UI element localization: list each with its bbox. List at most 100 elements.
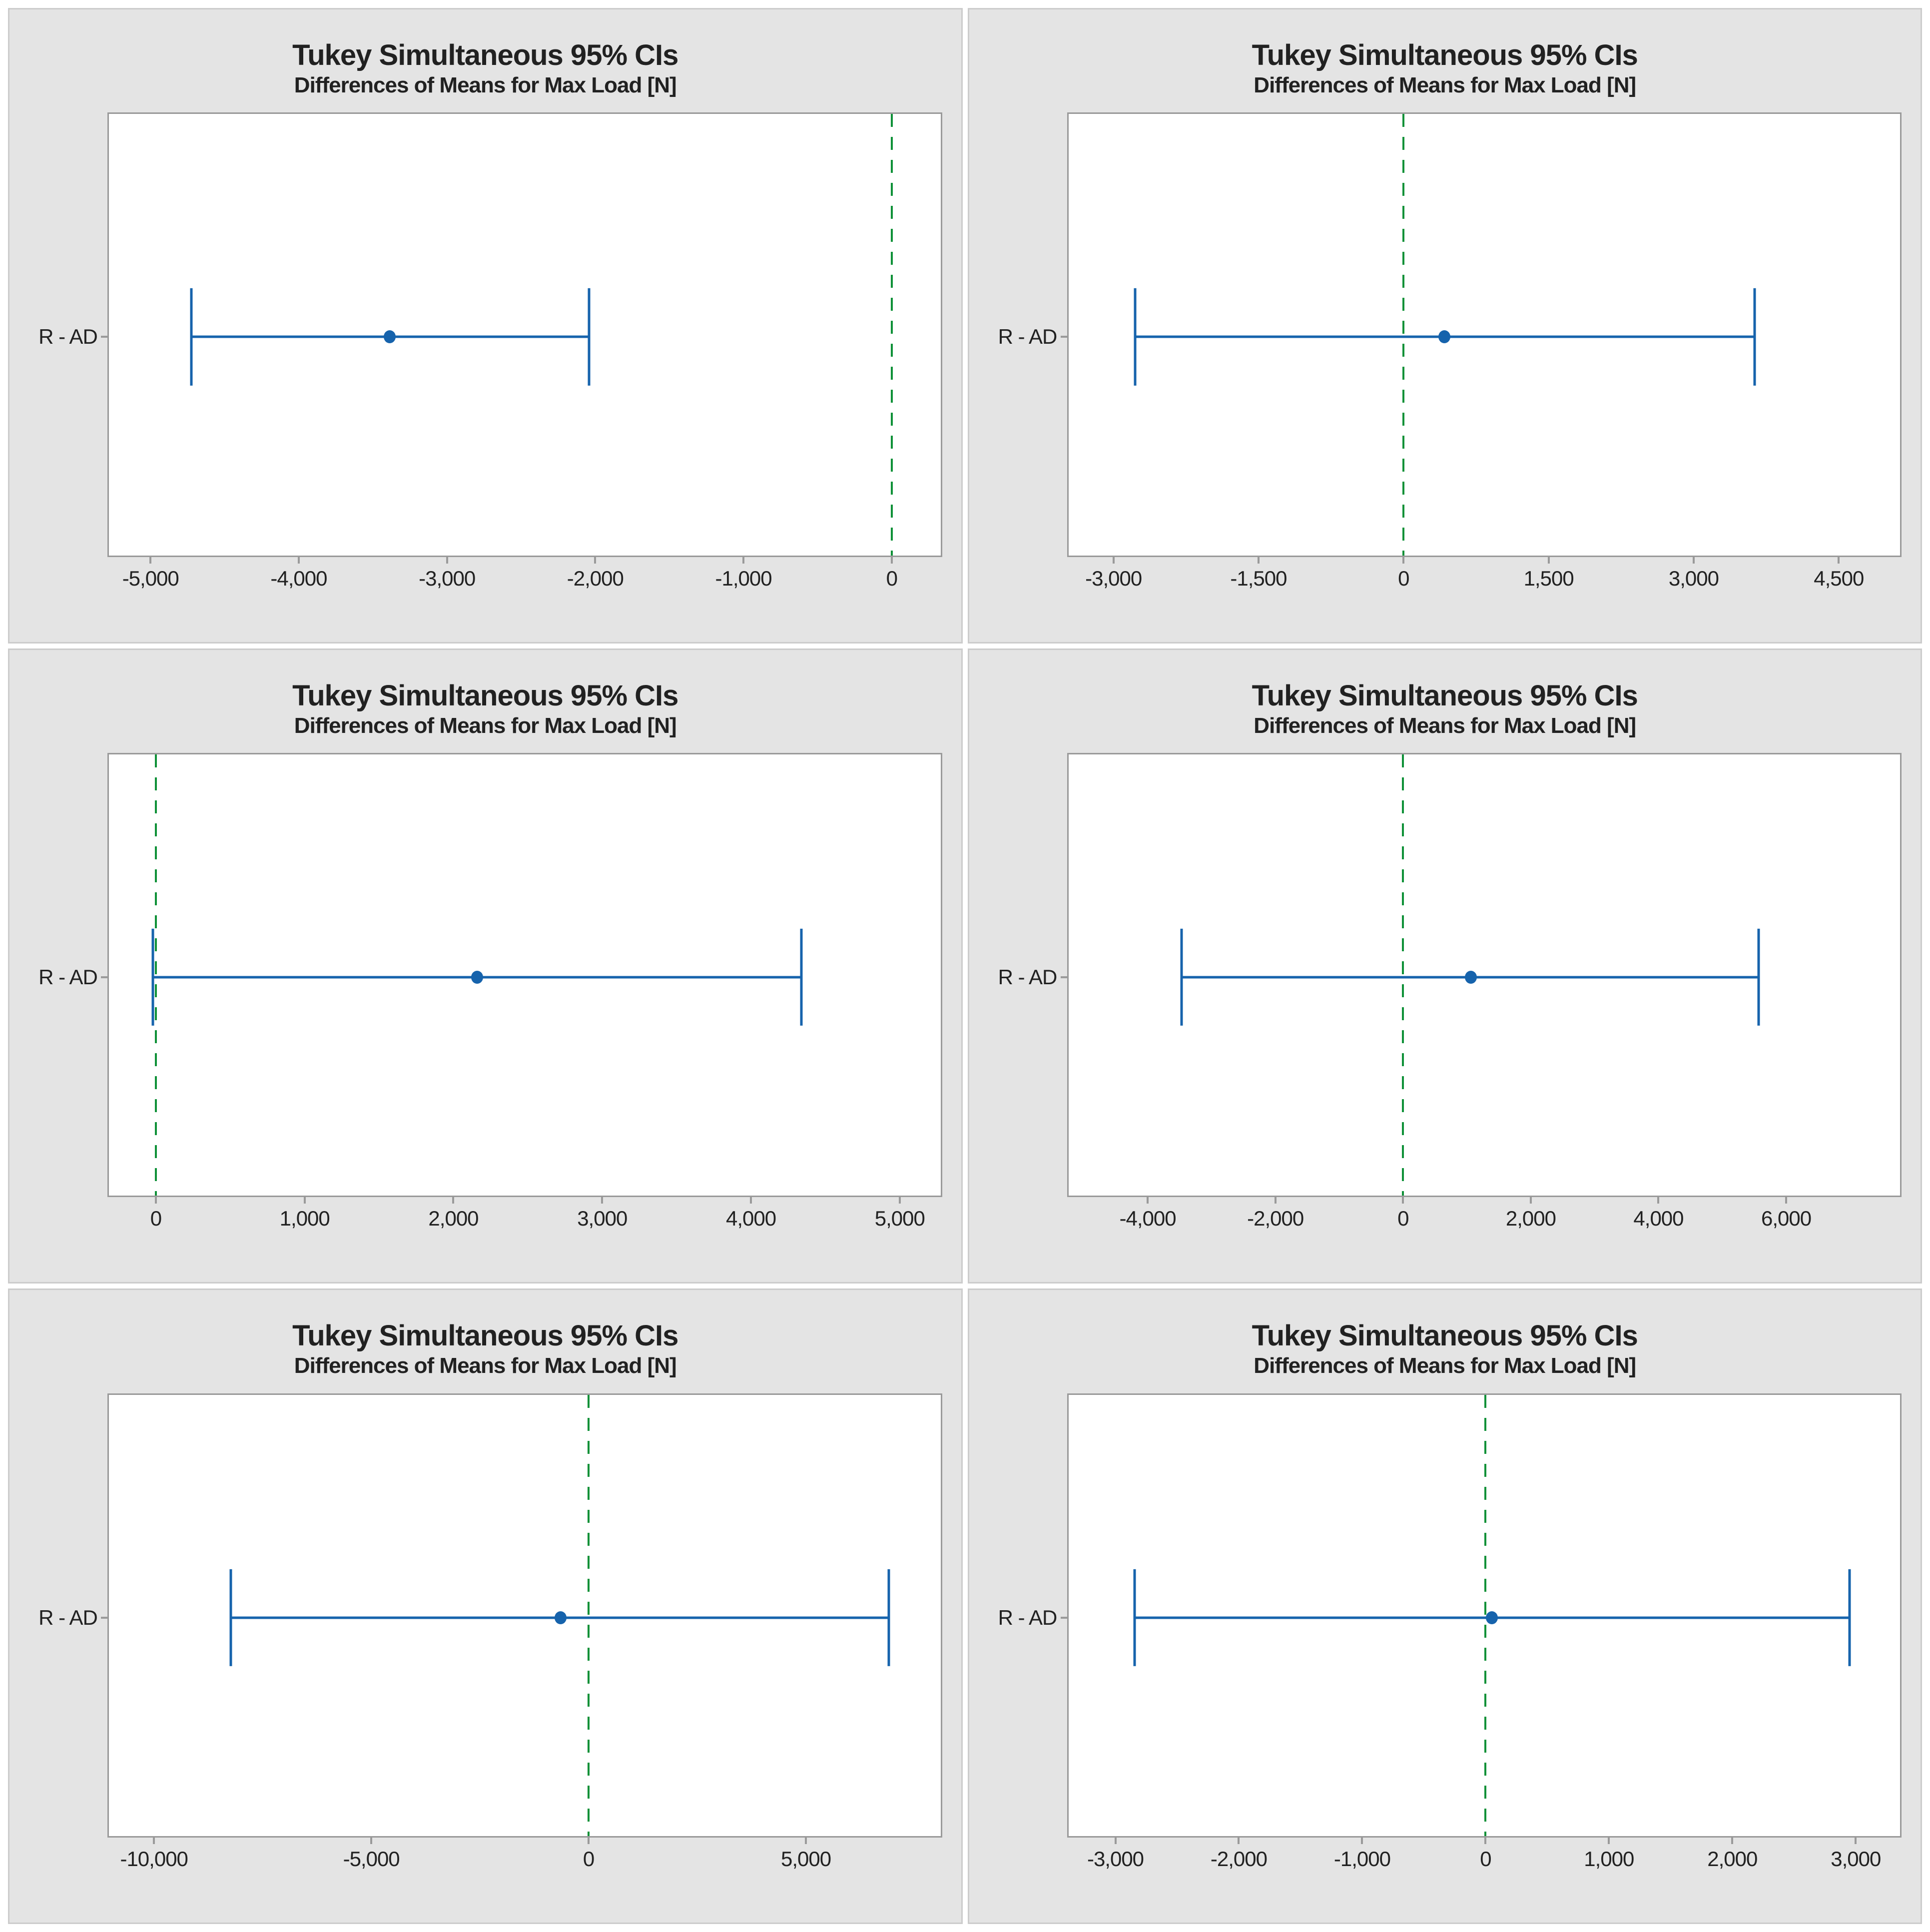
x-axis-tick-label: -5,000 xyxy=(122,566,179,590)
chart-title: Tukey Simultaneous 95% CIs xyxy=(1252,1319,1638,1352)
x-axis-tick xyxy=(1547,555,1550,564)
x-axis-tick-label: 0 xyxy=(886,566,898,590)
chart-subtitle: Differences of Means for Max Load [N] xyxy=(1254,73,1636,98)
x-axis-tick xyxy=(750,1196,752,1204)
chart-subtitle: Differences of Means for Max Load [N] xyxy=(294,713,677,738)
x-axis-tick xyxy=(154,1196,157,1204)
x-axis-tick xyxy=(1402,1196,1404,1204)
x-axis-tick xyxy=(742,555,745,564)
zero-reference-line xyxy=(588,1394,590,1837)
x-axis-tick-label: -1,000 xyxy=(715,566,772,590)
x-axis-tick-label: -2,000 xyxy=(567,566,624,590)
ci-upper-cap xyxy=(1757,928,1760,1026)
x-axis-tick-label: 2,000 xyxy=(428,1207,479,1231)
x-axis-tick-label: -3,000 xyxy=(1087,1847,1144,1871)
x-axis-tick xyxy=(1114,1836,1117,1845)
x-axis-tick-label: 2,000 xyxy=(1505,1207,1556,1231)
x-axis-tick xyxy=(588,1836,590,1845)
y-axis-label: R - AD xyxy=(38,325,98,349)
y-axis-tick xyxy=(101,976,109,979)
ci-center-point xyxy=(471,971,484,984)
x-axis-tick xyxy=(1147,1196,1149,1204)
ci-center-point xyxy=(1485,1611,1498,1624)
x-axis-tick xyxy=(1657,1196,1660,1204)
x-axis-tick-label: -3,000 xyxy=(1085,566,1142,590)
x-axis-tick xyxy=(898,1196,901,1204)
ci-center-point xyxy=(1464,971,1477,984)
x-axis-tick-label: 0 xyxy=(583,1847,595,1871)
chart-subtitle: Differences of Means for Max Load [N] xyxy=(1254,1353,1636,1378)
tukey-ci-panel-1: Tukey Simultaneous 95% CIs Differences o… xyxy=(8,8,963,644)
x-axis-tick-label: 1,000 xyxy=(279,1207,330,1231)
plot-area: R - AD -4,000 -2,000 0 2,000 4,000 6,000 xyxy=(998,752,1902,1230)
x-axis-tick-label: 4,000 xyxy=(1633,1207,1684,1231)
x-axis-tick-label: -2,000 xyxy=(1247,1207,1304,1231)
chart-title: Tukey Simultaneous 95% CIs xyxy=(1252,679,1638,712)
plot-area: R - AD -3,000 -2,000 -1,000 0 1,000 2,000 3,00… xyxy=(998,1393,1902,1871)
x-axis-tick xyxy=(303,1196,306,1204)
ci-center-point xyxy=(1438,330,1450,344)
x-axis-tick xyxy=(1484,1836,1487,1845)
x-axis-tick xyxy=(153,1836,155,1845)
y-axis-label: R - AD xyxy=(998,1605,1058,1629)
x-axis-tick xyxy=(1529,1196,1532,1204)
zero-reference-line xyxy=(1402,754,1404,1196)
x-axis-tick xyxy=(805,1836,807,1845)
tukey-ci-panel-6: Tukey Simultaneous 95% CIs Differences o… xyxy=(967,1288,1922,1924)
x-axis-tick-label: 1,500 xyxy=(1523,566,1574,590)
chart-title: Tukey Simultaneous 95% CIs xyxy=(292,1319,678,1352)
ci-lower-cap xyxy=(190,288,193,386)
x-axis-tick-label: -5,000 xyxy=(343,1847,400,1871)
tukey-ci-panel-5: Tukey Simultaneous 95% CIs Differences o… xyxy=(8,1288,963,1924)
x-axis-tick xyxy=(297,555,300,564)
x-axis-tick-label: 2,000 xyxy=(1707,1847,1758,1871)
x-axis-tick-label: 3,000 xyxy=(1668,566,1719,590)
x-axis-tick-label: -4,000 xyxy=(270,566,327,590)
y-axis-tick xyxy=(101,336,109,338)
ci-lower-cap xyxy=(151,928,154,1026)
x-axis-tick-label: -1,000 xyxy=(1333,1847,1391,1871)
x-axis-tick xyxy=(1402,555,1405,564)
x-axis-tick xyxy=(452,1196,455,1204)
x-axis-tick xyxy=(1608,1836,1610,1845)
plot-area: R - AD -3,000 -1,500 0 1,500 3,000 4,500 xyxy=(998,112,1902,590)
ci-lower-cap xyxy=(1134,288,1137,386)
y-axis-tick xyxy=(1060,1616,1069,1619)
plot-area: R - AD -5,000 -4,000 -3,000 -2,000 -1,000 0 xyxy=(38,112,942,590)
tukey-ci-panel-2: Tukey Simultaneous 95% CIs Differences o… xyxy=(967,8,1922,644)
x-axis-tick-label: 6,000 xyxy=(1761,1207,1812,1231)
x-axis-tick xyxy=(1238,1836,1240,1845)
x-axis-tick-label: 4,500 xyxy=(1814,566,1864,590)
x-axis-tick-label: -1,500 xyxy=(1230,566,1287,590)
x-axis-tick xyxy=(370,1836,373,1845)
tukey-ci-panel-3: Tukey Simultaneous 95% CIs Differences o… xyxy=(8,648,963,1284)
ci-lower-cap xyxy=(1180,928,1183,1026)
y-axis-tick xyxy=(101,1616,109,1619)
x-axis-tick xyxy=(1692,555,1695,564)
chart-subtitle: Differences of Means for Max Load [N] xyxy=(1254,713,1636,738)
ci-upper-cap xyxy=(588,288,591,386)
chart-subtitle: Differences of Means for Max Load [N] xyxy=(294,73,677,98)
x-axis-tick xyxy=(594,555,597,564)
x-axis-tick xyxy=(890,555,893,564)
x-axis-tick-label: -10,000 xyxy=(120,1847,188,1871)
chart-title: Tukey Simultaneous 95% CIs xyxy=(1252,39,1638,72)
ci-center-point xyxy=(554,1611,567,1624)
x-axis-tick-label: -4,000 xyxy=(1119,1207,1177,1231)
ci-upper-cap xyxy=(800,928,803,1026)
chart-title: Tukey Simultaneous 95% CIs xyxy=(292,39,678,72)
x-axis-tick-label: 5,000 xyxy=(874,1207,925,1231)
ci-upper-cap xyxy=(887,1569,890,1666)
x-axis-tick-label: 3,000 xyxy=(577,1207,628,1231)
zero-reference-line xyxy=(154,754,157,1196)
x-axis-tick-label: -3,000 xyxy=(419,566,476,590)
x-axis-tick xyxy=(446,555,448,564)
zero-reference-line xyxy=(1402,114,1405,556)
ci-upper-cap xyxy=(1848,1569,1851,1666)
x-axis-tick-label: 0 xyxy=(150,1207,162,1231)
x-axis-tick xyxy=(1112,555,1115,564)
x-axis-tick-label: 1,000 xyxy=(1584,1847,1634,1871)
ci-center-point xyxy=(384,330,396,344)
x-axis-tick-label: 0 xyxy=(1480,1847,1491,1871)
